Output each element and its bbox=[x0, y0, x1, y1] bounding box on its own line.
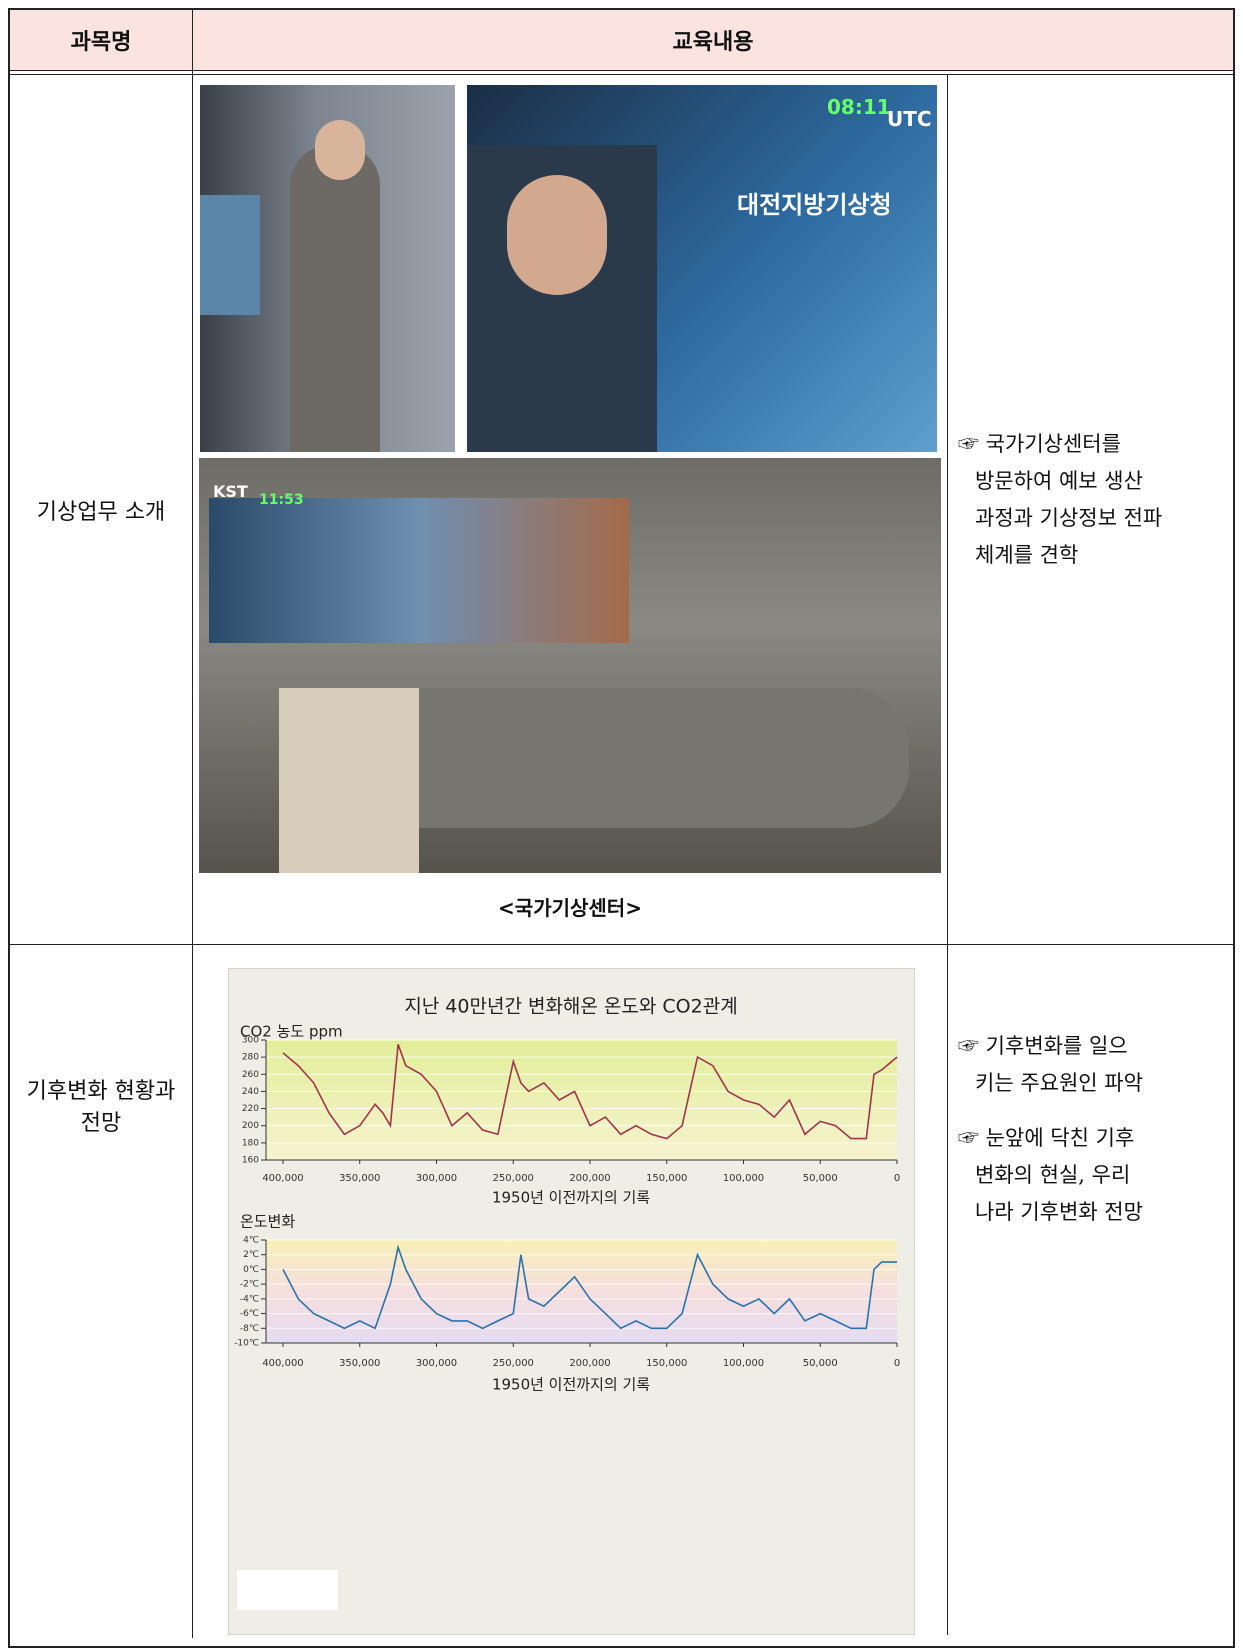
y-tick-label: 180 bbox=[242, 1138, 259, 1148]
x-tick-label: 350,000 bbox=[339, 1358, 380, 1369]
x-tick-label: 150,000 bbox=[646, 1358, 687, 1369]
x-tick-label: 150,000 bbox=[646, 1173, 687, 1184]
subject-line: 기후변화 현황과 bbox=[27, 1073, 176, 1105]
y-tick-label: -10℃ bbox=[234, 1339, 259, 1349]
photo: KST 11:53 bbox=[199, 458, 941, 873]
y-tick-label: 280 bbox=[242, 1053, 259, 1063]
plot-area bbox=[266, 1040, 897, 1160]
chart-title: 지난 40만년간 변화해온 온도와 CO2관계 bbox=[404, 996, 737, 1018]
photo-shape bbox=[349, 688, 909, 828]
subject: 기상업무 소개 bbox=[10, 75, 192, 944]
photo-shape bbox=[315, 120, 365, 180]
x-tick-label: 300,000 bbox=[416, 1358, 457, 1369]
photo-text: KST bbox=[213, 482, 248, 501]
x-tick-label: 350,000 bbox=[339, 1173, 380, 1184]
x-tick-label: 400,000 bbox=[262, 1358, 303, 1369]
y-tick-label: 0℃ bbox=[243, 1265, 259, 1275]
description-line: ☞ 눈앞에 닥친 기후 bbox=[958, 1120, 1143, 1157]
x-tick-label: 100,000 bbox=[723, 1358, 764, 1369]
photo-shape bbox=[279, 688, 419, 873]
description-line: 나라 기후변화 전망 bbox=[958, 1194, 1143, 1231]
x-tick-label: 200,000 bbox=[569, 1173, 610, 1184]
y-tick-label: -4℃ bbox=[240, 1294, 259, 1304]
x-axis-label: 1950년 이전까지의 기록 bbox=[492, 1376, 650, 1394]
chart: 지난 40만년간 변화해온 온도와 CO2관계 CO2 농도 ppm160180… bbox=[228, 968, 915, 1635]
x-tick-label: 100,000 bbox=[723, 1173, 764, 1184]
x-tick-label: 0 bbox=[894, 1358, 900, 1369]
header-cell: 교육내용 bbox=[193, 10, 1233, 70]
panel-label: 온도변화 bbox=[240, 1213, 295, 1231]
photo-text: 11:53 bbox=[259, 492, 304, 508]
col-line bbox=[192, 8, 193, 1638]
description-line: 체계를 견학 bbox=[958, 537, 1162, 574]
photo-shape bbox=[200, 195, 260, 315]
description-line: ☞ 국가기상센터를 bbox=[958, 426, 1162, 463]
y-tick-label: -2℃ bbox=[240, 1280, 259, 1290]
x-tick-label: 50,000 bbox=[803, 1358, 838, 1369]
y-tick-label: -8℃ bbox=[240, 1324, 259, 1334]
x-axis-label: 1950년 이전까지의 기록 bbox=[492, 1189, 650, 1207]
description-line: 키는 주요원인 파악 bbox=[958, 1065, 1143, 1102]
x-tick-label: 200,000 bbox=[569, 1358, 610, 1369]
photo-text: UTC bbox=[887, 107, 932, 131]
photo-caption: <국가기상센터> bbox=[193, 888, 947, 924]
description-line: 방문하여 예보 생산 bbox=[958, 463, 1162, 500]
x-tick-label: 250,000 bbox=[493, 1358, 534, 1369]
x-tick-label: 300,000 bbox=[416, 1173, 457, 1184]
photo-text: 08:11 bbox=[827, 95, 891, 119]
y-tick-label: 2℃ bbox=[243, 1250, 259, 1260]
row-line bbox=[8, 944, 1235, 945]
description-line: ☞ 기후변화를 일으 bbox=[958, 1028, 1143, 1065]
plot-area bbox=[266, 1240, 897, 1343]
description-line: 과정과 기상정보 전파 bbox=[958, 500, 1162, 537]
y-tick-label: 160 bbox=[242, 1156, 259, 1166]
y-tick-label: 4℃ bbox=[243, 1236, 259, 1246]
photo-shape bbox=[507, 175, 607, 295]
y-tick-label: -6℃ bbox=[240, 1309, 259, 1319]
y-tick-label: 260 bbox=[242, 1070, 259, 1080]
y-tick-label: 300 bbox=[242, 1036, 259, 1046]
blank-box bbox=[237, 1570, 338, 1610]
subject: 기후변화 현황과 전망 bbox=[10, 1060, 192, 1150]
header-cell: 과목명 bbox=[10, 10, 192, 70]
x-tick-label: 0 bbox=[894, 1173, 900, 1184]
photo-shape bbox=[209, 498, 629, 643]
x-tick-label: 250,000 bbox=[493, 1173, 534, 1184]
page: 과목명 교육내용 기상업무 소개 08:11 UTC 대전지방기상청 KST 1… bbox=[0, 0, 1243, 1635]
photo bbox=[200, 85, 455, 452]
col-line bbox=[947, 75, 948, 1635]
photo: 08:11 UTC 대전지방기상청 bbox=[467, 85, 937, 452]
photo-shape bbox=[290, 145, 380, 452]
photo-text: 대전지방기상청 bbox=[737, 185, 892, 220]
x-tick-label: 400,000 bbox=[262, 1173, 303, 1184]
subject-line: 전망 bbox=[81, 1105, 121, 1137]
description: ☞ 기후변화를 일으 키는 주요원인 파악 ☞ 눈앞에 닥친 기후 변화의 현실… bbox=[958, 1028, 1143, 1231]
y-tick-label: 240 bbox=[242, 1087, 259, 1097]
y-tick-label: 220 bbox=[242, 1104, 259, 1114]
x-tick-label: 50,000 bbox=[803, 1173, 838, 1184]
description: ☞ 국가기상센터를 방문하여 예보 생산 과정과 기상정보 전파 체계를 견학 bbox=[958, 426, 1162, 574]
description-line: 변화의 현실, 우리 bbox=[958, 1157, 1143, 1194]
y-tick-label: 200 bbox=[242, 1121, 259, 1131]
